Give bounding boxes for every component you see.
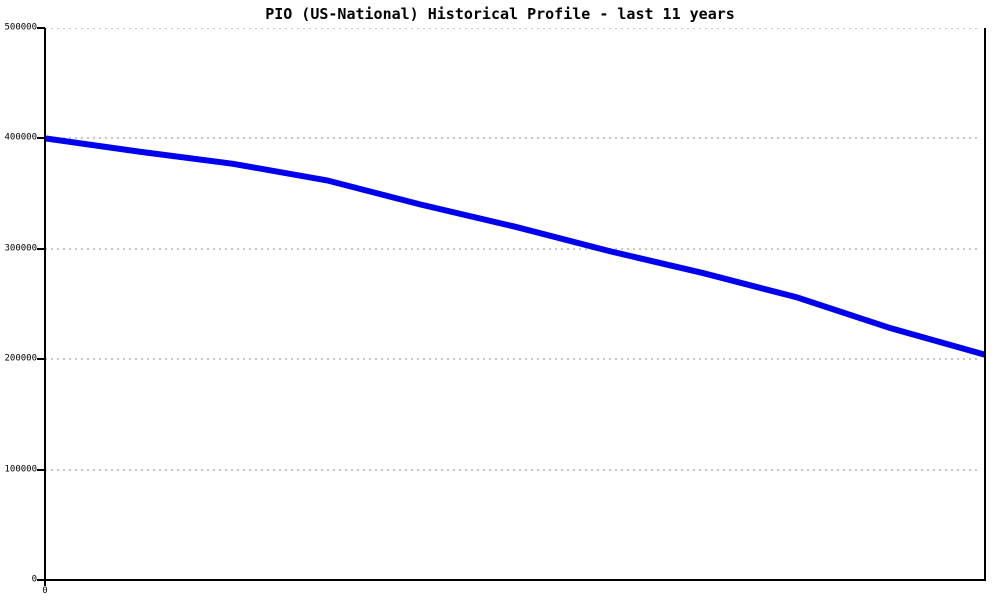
y-tick-400000	[37, 137, 45, 140]
right-border-line	[984, 28, 986, 580]
y-tick-label-400000: 400000	[4, 132, 37, 143]
y-tick-label-100000: 100000	[4, 464, 37, 475]
y-tick-300000	[37, 247, 45, 250]
gridline-300000	[45, 247, 981, 250]
y-tick-200000	[37, 358, 45, 361]
data-line-pio	[45, 135, 985, 358]
y-tick-500000	[37, 27, 45, 29]
x-axis-line	[44, 579, 986, 581]
y-tick-label-0: 0	[31, 574, 37, 585]
data-series-svg	[45, 135, 985, 358]
y-tick-0	[37, 579, 45, 581]
x-zero-tick	[44, 581, 46, 586]
gridline-100000	[45, 468, 981, 471]
y-tick-label-200000: 200000	[4, 353, 37, 364]
y-axis-line	[44, 28, 46, 580]
y-tick-100000	[37, 468, 45, 471]
gridline-200000	[45, 358, 981, 361]
gridline-400000	[45, 137, 981, 140]
y-tick-label-300000: 300000	[4, 243, 37, 254]
x-tick-label-zero: 0	[42, 586, 48, 596]
plot-area	[45, 28, 985, 580]
chart-title: PIO (US-National) Historical Profile - l…	[265, 5, 735, 23]
gridline-500000	[45, 28, 981, 29]
y-tick-label-500000: 500000	[4, 22, 37, 33]
